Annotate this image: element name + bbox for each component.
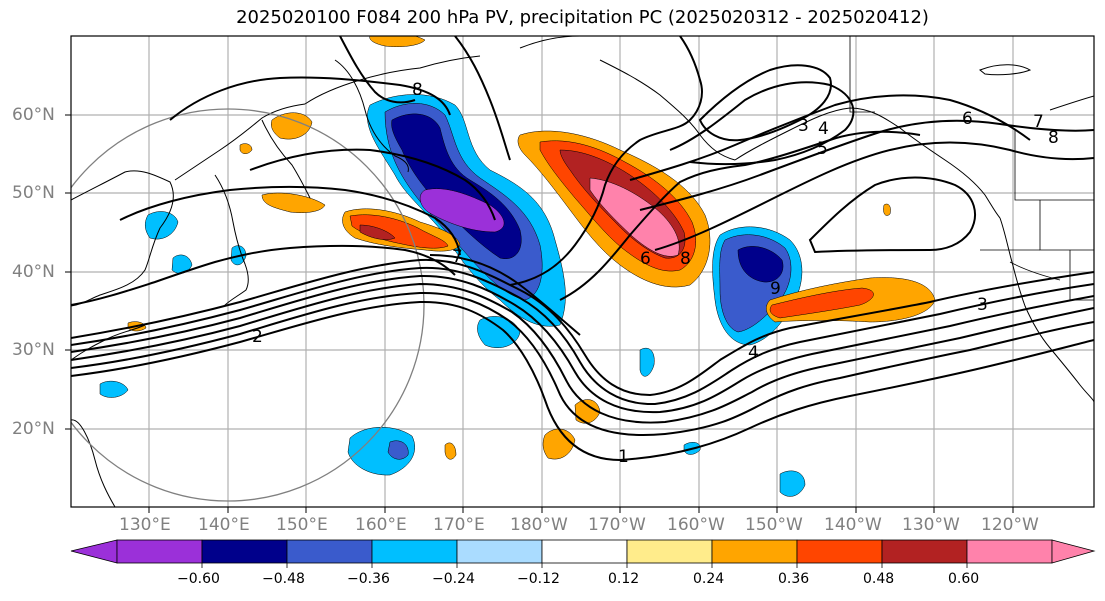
neg-region-sw <box>347 427 415 476</box>
colorbar-tick-label: −0.36 <box>347 571 390 587</box>
contour-label: 7 <box>1033 112 1044 132</box>
pos-region-kam <box>271 112 313 140</box>
contour-label: 8 <box>412 80 423 100</box>
colorbar-swatch <box>116 539 203 564</box>
contour-label: 8 <box>1048 128 1059 148</box>
neg-region-small-1 <box>99 380 129 398</box>
colorbar-tick-label: −0.60 <box>177 571 220 587</box>
political-boundaries <box>849 36 1094 301</box>
colorbar <box>70 539 1096 568</box>
contour-label: 4 <box>818 119 829 139</box>
map-content <box>71 36 1094 507</box>
lon-label-150e: 150°E <box>276 515 328 535</box>
pos-region-small-7 <box>444 442 457 460</box>
neg-region-small-2 <box>477 316 521 348</box>
lon-label-130w: 130°W <box>902 515 960 535</box>
lon-label-120w: 120°W <box>981 515 1039 535</box>
graticule <box>71 36 1094 507</box>
contour-label: 7 <box>452 247 463 267</box>
colorbar-swatch <box>711 539 798 564</box>
colorbar-tick-label: −0.12 <box>517 571 560 587</box>
colorbar-tick-label: 0.36 <box>778 571 810 587</box>
pos-region-east-red <box>769 287 874 319</box>
colorbar-swatch <box>456 539 543 564</box>
colorbar-tick-label: 0.24 <box>693 571 725 587</box>
contour-label: 1 <box>618 447 629 467</box>
neg-region-small-3 <box>639 347 655 377</box>
contour-label: 4 <box>748 343 759 363</box>
axis-ticks <box>65 114 1014 513</box>
contour-label: 2 <box>252 327 263 347</box>
lat-label-30n: 30°N <box>12 340 55 360</box>
contour-label: 5 <box>817 139 828 159</box>
lat-label-60n: 60°N <box>12 105 55 125</box>
colorbar-low-extend <box>70 539 118 564</box>
coastlines <box>71 36 1094 507</box>
lon-label-180w: 180°W <box>510 515 568 535</box>
neg-region-japan <box>171 254 193 274</box>
lon-label-160w: 160°W <box>667 515 725 535</box>
lon-label-170w: 170°W <box>588 515 646 535</box>
lon-label-140e: 140°E <box>198 515 250 535</box>
pos-region-sakhalin-dark <box>359 224 396 240</box>
colorbar-tick-label: −0.48 <box>262 571 305 587</box>
lon-label-160e: 160°E <box>355 515 407 535</box>
colorbar-swatch <box>371 539 458 564</box>
neg-region-kuril-purple <box>419 188 505 233</box>
lon-label-170e: 170°E <box>433 515 485 535</box>
lon-label-130e: 130°E <box>119 515 171 535</box>
colorbar-swatch <box>201 539 288 564</box>
contour-label: 6 <box>962 109 973 129</box>
pos-region-small-4 <box>239 143 253 154</box>
colorbar-swatch <box>626 539 713 564</box>
contour-labels: 8 7 2 1 4 5 6 7 8 3 4 8 9 6 3 <box>252 80 1059 467</box>
lat-label-40n: 40°N <box>12 262 55 282</box>
colorbar-swatch <box>286 539 373 564</box>
colorbar-tick-label: 0.48 <box>863 571 895 587</box>
colorbar-swatch <box>541 539 628 564</box>
precip-positive-anomalies <box>127 36 936 460</box>
pos-region-main-pink <box>589 177 680 257</box>
colorbar-tick-label: 0.60 <box>948 571 980 587</box>
neg-region-sw-blue <box>387 440 409 460</box>
lat-label-50n: 50°N <box>12 183 55 203</box>
lat-label-20n: 20°N <box>12 419 55 439</box>
colorbar-swatch <box>881 539 968 564</box>
lon-label-140w: 140°W <box>824 515 882 535</box>
colorbar-tick-label: 0.12 <box>608 571 640 587</box>
colorbar-swatch <box>796 539 883 564</box>
pv-contours <box>71 36 1094 462</box>
range-circle <box>71 108 425 502</box>
pos-region-small-3 <box>369 36 426 47</box>
neg-region-central-navy <box>737 246 784 283</box>
colorbar-swatch <box>966 539 1053 564</box>
contour-label: 3 <box>977 295 988 315</box>
contour-label: 6 <box>640 249 651 269</box>
pos-region-japan <box>261 192 326 213</box>
neg-region-small-4 <box>779 470 806 497</box>
lon-label-150w: 150°W <box>745 515 803 535</box>
map-title: 2025020100 F084 200 hPa PV, precipitatio… <box>236 7 929 28</box>
colorbar-high-extend <box>1051 539 1096 564</box>
contour-label: 9 <box>770 279 781 299</box>
pos-region-small-6 <box>883 203 891 216</box>
pos-region-small-1 <box>542 428 576 460</box>
colorbar-tick-label: −0.24 <box>432 571 475 587</box>
precip-negative-anomalies <box>99 94 806 497</box>
contour-label: 8 <box>680 249 691 269</box>
contour-label: 3 <box>798 116 809 136</box>
